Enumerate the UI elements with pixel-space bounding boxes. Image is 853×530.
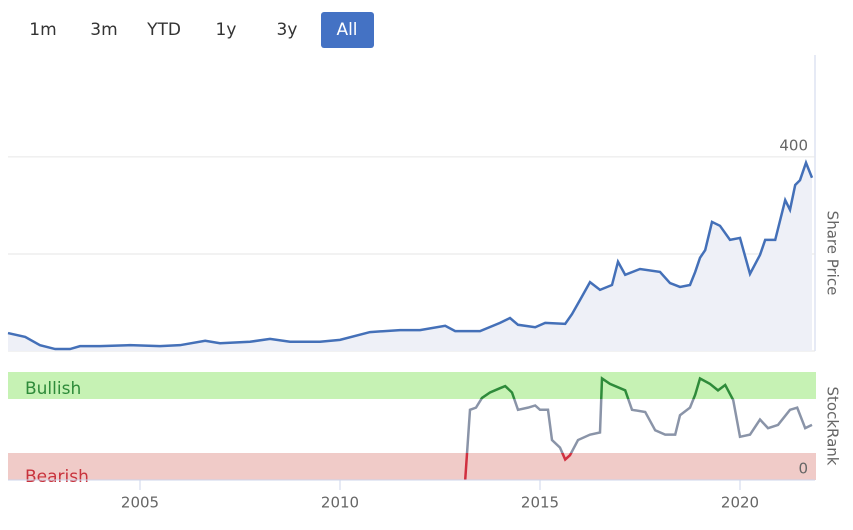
range-button-label[interactable]: 3m <box>90 20 117 40</box>
range-button-label[interactable]: YTD <box>146 20 181 40</box>
range-button-bg[interactable] <box>321 12 374 48</box>
price-line <box>7 159 814 351</box>
y-tick-label: 0 <box>798 460 808 478</box>
rank-band <box>8 453 816 480</box>
y-axis-title: Share Price <box>824 211 842 296</box>
range-button-label[interactable]: 1m <box>29 20 56 40</box>
price-area <box>8 162 812 351</box>
range-button[interactable]: 1m <box>29 20 56 40</box>
rank-band <box>8 372 816 399</box>
band-label: Bearish <box>25 467 89 487</box>
range-button[interactable]: 3y <box>277 20 298 40</box>
range-button[interactable]: 1y <box>216 20 237 40</box>
x-tick-label: 2015 <box>521 494 559 512</box>
y-tick-label: 400 <box>779 136 808 154</box>
range-selector: 1m 3m YTD 1y 3y All <box>29 12 374 48</box>
stockrank-line <box>463 376 813 481</box>
range-button-label[interactable]: All <box>336 20 357 40</box>
x-tick-label: 2005 <box>121 494 159 512</box>
range-button-label[interactable]: 3y <box>277 20 298 40</box>
band-label: Bullish <box>25 379 81 399</box>
range-button[interactable]: 3m <box>90 20 117 40</box>
range-button-label[interactable]: 1y <box>216 20 237 40</box>
range-button[interactable]: YTD <box>146 20 181 40</box>
y-axis-title: StockRank <box>824 387 842 466</box>
charts: 0200400Share PriceBullishBearish0StockRa… <box>7 55 842 512</box>
x-tick-label: 2010 <box>321 494 359 512</box>
range-button[interactable]: All <box>321 12 374 48</box>
x-tick-label: 2020 <box>721 494 759 512</box>
